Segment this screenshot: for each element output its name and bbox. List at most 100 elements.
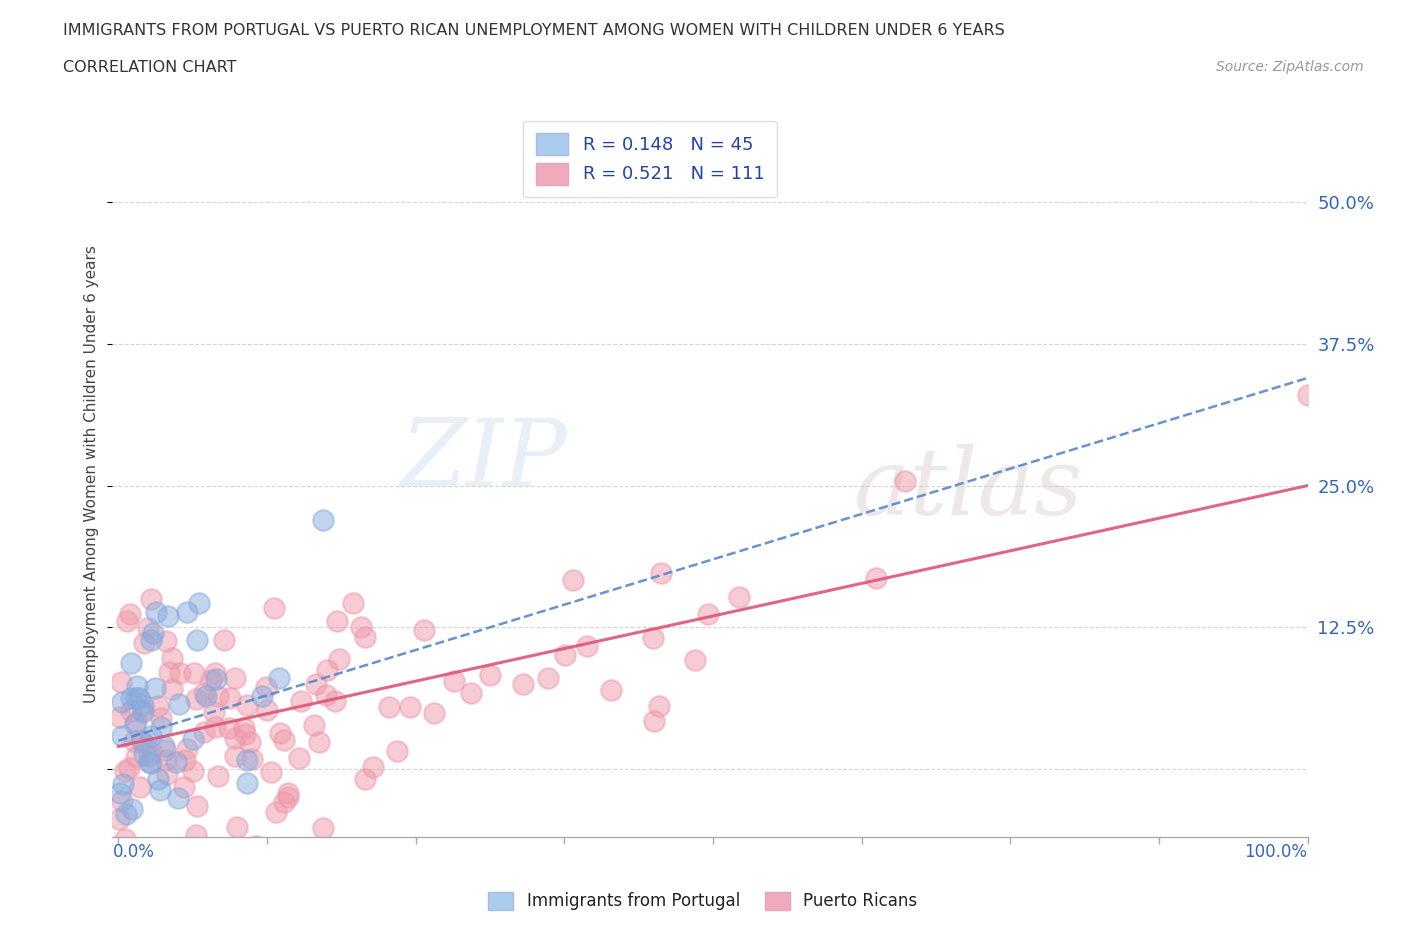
Point bbox=[155, 752, 177, 767]
Point bbox=[188, 596, 211, 611]
Point bbox=[149, 782, 172, 797]
Point bbox=[200, 672, 222, 687]
Point bbox=[139, 591, 162, 606]
Point bbox=[308, 735, 330, 750]
Point bbox=[112, 898, 135, 913]
Point bbox=[138, 754, 160, 769]
Text: ZIP: ZIP bbox=[399, 415, 567, 505]
Text: Source: ZipAtlas.com: Source: ZipAtlas.com bbox=[1216, 60, 1364, 74]
Text: 0.0%: 0.0% bbox=[112, 843, 155, 860]
Point bbox=[264, 805, 287, 820]
Point bbox=[125, 679, 148, 694]
Point bbox=[378, 699, 401, 714]
Point bbox=[245, 839, 267, 854]
Point bbox=[120, 606, 142, 621]
Point bbox=[233, 721, 256, 736]
Point bbox=[423, 706, 446, 721]
Point bbox=[120, 656, 142, 671]
Point bbox=[443, 674, 465, 689]
Text: CORRELATION CHART: CORRELATION CHART bbox=[63, 60, 236, 75]
Point bbox=[125, 750, 148, 764]
Point bbox=[239, 735, 262, 750]
Point bbox=[145, 878, 167, 893]
Point bbox=[254, 680, 277, 695]
Point bbox=[169, 697, 191, 711]
Point bbox=[107, 812, 129, 827]
Point bbox=[214, 632, 236, 647]
Point bbox=[236, 698, 259, 712]
Point bbox=[183, 764, 205, 778]
Point bbox=[269, 726, 291, 741]
Point bbox=[398, 699, 420, 714]
Point bbox=[139, 728, 162, 743]
Point bbox=[124, 717, 146, 732]
Point bbox=[114, 831, 136, 846]
Point bbox=[132, 894, 155, 909]
Point bbox=[131, 736, 153, 751]
Point bbox=[236, 776, 259, 790]
Point bbox=[350, 619, 373, 634]
Point bbox=[156, 609, 179, 624]
Point bbox=[139, 744, 162, 759]
Point bbox=[226, 819, 249, 834]
Point bbox=[114, 764, 136, 778]
Point bbox=[132, 635, 155, 650]
Point bbox=[131, 734, 153, 749]
Point bbox=[138, 749, 160, 764]
Point bbox=[354, 771, 377, 786]
Point bbox=[224, 730, 246, 745]
Point bbox=[250, 688, 273, 703]
Point bbox=[174, 752, 197, 767]
Point bbox=[287, 751, 309, 766]
Point bbox=[149, 711, 172, 725]
Point bbox=[115, 614, 138, 629]
Point bbox=[277, 789, 299, 804]
Point bbox=[599, 683, 621, 698]
Point bbox=[194, 689, 217, 704]
Point bbox=[311, 512, 333, 527]
Point bbox=[186, 827, 208, 842]
Point bbox=[132, 698, 155, 712]
Point bbox=[110, 674, 132, 689]
Point bbox=[290, 694, 312, 709]
Point bbox=[537, 671, 560, 685]
Point bbox=[110, 710, 132, 724]
Point bbox=[207, 689, 229, 704]
Point bbox=[328, 652, 350, 667]
Point bbox=[193, 686, 215, 701]
Point bbox=[176, 741, 198, 756]
Point bbox=[273, 733, 295, 748]
Point bbox=[316, 663, 339, 678]
Point bbox=[273, 795, 295, 810]
Point bbox=[256, 702, 278, 717]
Point bbox=[124, 734, 146, 749]
Point bbox=[696, 606, 718, 621]
Y-axis label: Unemployment Among Women with Children Under 6 years: Unemployment Among Women with Children U… bbox=[84, 246, 100, 703]
Point bbox=[155, 767, 177, 782]
Point bbox=[413, 622, 436, 637]
Point bbox=[643, 713, 665, 728]
Point bbox=[683, 653, 706, 668]
Point bbox=[155, 634, 177, 649]
Point bbox=[121, 802, 143, 817]
Point bbox=[326, 614, 349, 629]
Point bbox=[166, 790, 188, 805]
Point bbox=[160, 650, 183, 665]
Point bbox=[141, 857, 163, 871]
Point bbox=[146, 772, 169, 787]
Point bbox=[132, 703, 155, 718]
Point bbox=[186, 633, 208, 648]
Point bbox=[893, 473, 915, 488]
Point bbox=[145, 604, 167, 619]
Legend: R = 0.148   N = 45, R = 0.521   N = 111: R = 0.148 N = 45, R = 0.521 N = 111 bbox=[523, 121, 778, 197]
Point bbox=[160, 682, 183, 697]
Point bbox=[132, 704, 155, 719]
Point bbox=[342, 595, 364, 610]
Point bbox=[120, 690, 142, 705]
Text: IMMIGRANTS FROM PORTUGAL VS PUERTO RICAN UNEMPLOYMENT AMONG WOMEN WITH CHILDREN : IMMIGRANTS FROM PORTUGAL VS PUERTO RICAN… bbox=[63, 23, 1005, 38]
Point bbox=[323, 693, 346, 708]
Point bbox=[153, 742, 176, 757]
Point bbox=[204, 704, 226, 719]
Point bbox=[128, 690, 150, 705]
Legend: Immigrants from Portugal, Puerto Ricans: Immigrants from Portugal, Puerto Ricans bbox=[482, 885, 924, 917]
